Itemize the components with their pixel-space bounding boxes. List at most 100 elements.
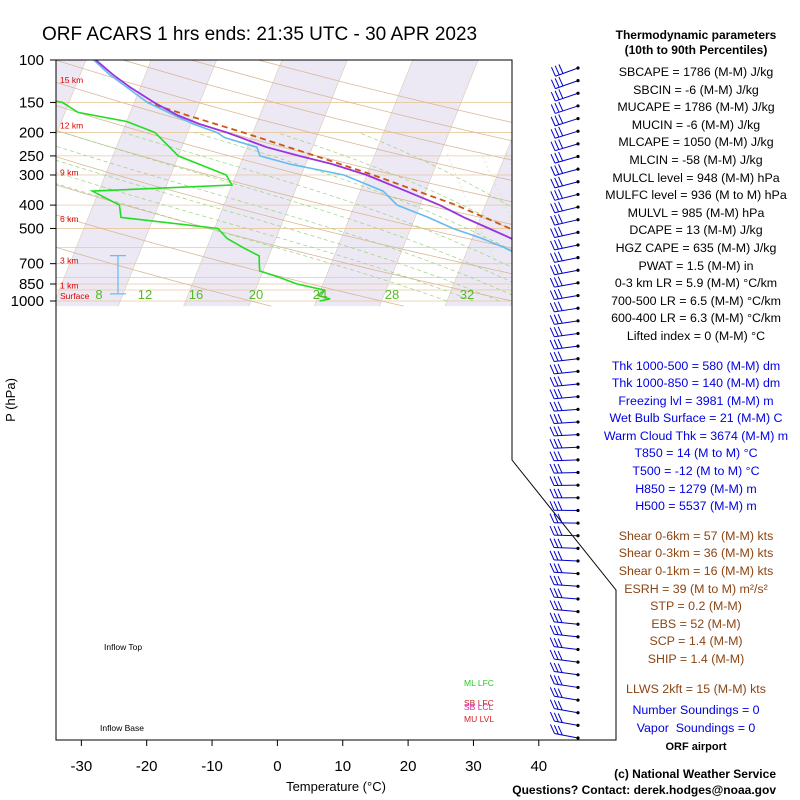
- wind-barb-flag: [553, 426, 559, 436]
- dry-adiabat: [122, 60, 616, 307]
- parameters-title: Thermodynamic parameters: [615, 28, 777, 42]
- wind-barb-flag: [553, 252, 559, 262]
- wind-barb-station: [576, 445, 580, 449]
- wind-barb-station: [576, 458, 580, 462]
- wind-barb-flag: [550, 228, 556, 238]
- wind-barb-flag: [553, 637, 559, 648]
- wind-barb-flag: [557, 351, 563, 361]
- wind-barb-flag: [549, 339, 555, 350]
- wind-barb-flag: [553, 351, 559, 362]
- moist-adiabat: [56, 132, 474, 302]
- wind-barb-station: [576, 180, 580, 184]
- wind-barb-station: [576, 357, 580, 361]
- x-tick-label: -10: [201, 758, 223, 775]
- wind-barb-flag: [553, 364, 559, 374]
- wind-barb-station: [576, 711, 580, 715]
- wind-barb-flag: [549, 699, 555, 709]
- param-line: H500 = 5537 (M-M) m: [635, 499, 757, 514]
- wind-barb-flag: [549, 587, 555, 598]
- isotherm: [117, 60, 220, 307]
- wind-barb-flag: [558, 89, 564, 99]
- mixing-ratio-label: 28: [385, 287, 399, 302]
- param-line: MLCAPE = 1050 (M-M) J/kg: [618, 135, 774, 150]
- inflow-base-label: Inflow Base: [100, 723, 144, 733]
- wind-barb-flag: [554, 177, 560, 188]
- wind-barb-flag: [549, 563, 555, 573]
- wind-barb-flag: [554, 152, 560, 163]
- wind-barb-flag: [550, 153, 556, 164]
- wind-barb: [549, 413, 580, 425]
- wind-barb-flag: [558, 76, 564, 87]
- wind-barb-flag: [557, 201, 563, 212]
- wind-barb-flag: [549, 364, 555, 375]
- wind-barb-station: [576, 79, 580, 83]
- wind-barb-station: [576, 407, 580, 411]
- wind-barb-staff: [554, 206, 579, 214]
- wind-barb: [549, 313, 580, 325]
- wind-barb-flag: [549, 265, 555, 275]
- wind-barb-flag: [550, 129, 556, 139]
- wind-barb-flag: [558, 114, 564, 124]
- wind-barb-flag: [553, 401, 559, 412]
- isotherm-band: [183, 60, 350, 307]
- wind-barb-flag: [557, 326, 563, 336]
- wind-barb-station: [576, 319, 580, 323]
- wind-barb-flag: [557, 700, 563, 711]
- param-line: Shear 0-1km = 16 (M-M) kts: [618, 564, 774, 579]
- param-line: ESRH = 39 (M to M) m²/s²: [624, 581, 768, 596]
- wind-barb-flag: [553, 264, 559, 275]
- wind-barb: [549, 388, 580, 400]
- wind-barb-station: [576, 546, 580, 550]
- wind-barb-staff: [554, 156, 579, 164]
- wind-barb-flag: [557, 338, 563, 349]
- param-line: T850 = 14 (M to M) °C: [634, 446, 758, 461]
- level-label: SB LCL: [464, 702, 494, 712]
- isotherm: [183, 60, 285, 307]
- wind-barb: [550, 214, 580, 226]
- wind-barb-flag: [549, 377, 555, 387]
- wind-barb-flag: [550, 203, 556, 213]
- wind-barb-station: [576, 395, 580, 399]
- wind-barb-flag: [557, 313, 563, 324]
- inflow-top-label: Inflow Top: [104, 642, 142, 652]
- wind-barb-station: [576, 281, 580, 285]
- parcel-trace: [147, 101, 616, 301]
- wind-barb-flag: [553, 613, 559, 623]
- dry-adiabat: [56, 60, 272, 307]
- wind-barb: [549, 476, 580, 487]
- wind-barb: [549, 587, 580, 601]
- wind-barb-flag: [558, 101, 564, 112]
- wind-barb-staff: [554, 358, 579, 363]
- wind-barb-flag: [549, 501, 555, 511]
- param-line: SCP = 1.4 (M-M): [649, 634, 743, 649]
- wind-barb-station: [576, 420, 580, 424]
- wind-barb-flag: [549, 426, 555, 437]
- wind-barb-flag: [557, 376, 563, 386]
- wind-barb-flag: [550, 141, 556, 151]
- wind-barb-station: [576, 344, 580, 348]
- y-axis-label: P (hPa): [3, 378, 18, 422]
- param-line: T500 = -12 (M to M) °C: [632, 464, 760, 479]
- param-line: 0-3 km LR = 5.9 (M-M) °C/km: [614, 276, 778, 291]
- wind-barb-flag: [557, 551, 563, 561]
- y-tick-label: 850: [19, 276, 44, 293]
- wind-barb-station: [576, 104, 580, 108]
- contact-line: Questions? Contact: derek.hodges@noaa.go…: [512, 783, 776, 797]
- param-line: HGZ CAPE = 635 (M-M) J/kg: [615, 240, 777, 255]
- wind-barb-flag: [549, 513, 555, 523]
- wind-barb-staff: [555, 105, 579, 114]
- wind-barb-flag: [553, 588, 559, 598]
- wind-barb-flag: [557, 501, 563, 511]
- isotherm-band: [314, 60, 481, 307]
- wind-barb-flag: [549, 674, 555, 685]
- wind-barb-station: [576, 698, 580, 702]
- wind-barb: [549, 563, 580, 576]
- wind-barb-flag: [553, 438, 559, 449]
- wind-barb: [549, 513, 580, 525]
- isotherm-band: [444, 60, 611, 307]
- wind-barb-flag: [553, 600, 559, 611]
- wind-barb-flag: [549, 290, 555, 300]
- wind-barb-station: [576, 306, 580, 310]
- wind-barb-station: [576, 496, 580, 500]
- wind-barb-station: [576, 167, 580, 171]
